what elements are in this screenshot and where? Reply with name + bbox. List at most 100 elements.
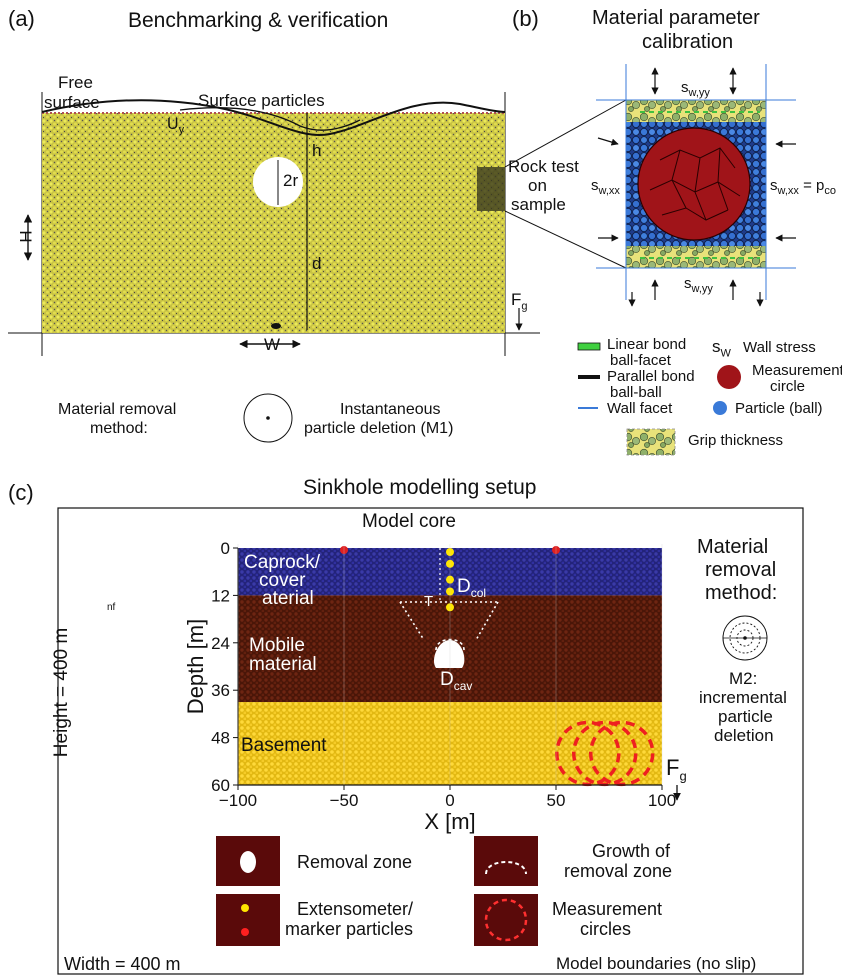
collapse-cone-lines [399, 601, 499, 641]
fg-label-a: Fg [511, 290, 528, 313]
model-core-label: Model core [362, 511, 456, 532]
dcav-label: Dcav [440, 669, 473, 693]
h-label: h [312, 141, 322, 160]
legend-growth-label-2: removal zone [564, 861, 673, 881]
y-tick-label-2: 12 [211, 586, 230, 605]
legend-measurement-1: Measurement [752, 362, 842, 379]
sxx-left-label: sw,xx [591, 177, 620, 197]
granular-domain-a [42, 113, 505, 333]
free-surface-label-1: Free [58, 73, 93, 92]
m2-method-label-2: incremental [699, 688, 787, 707]
t-label: T [424, 593, 434, 610]
bottom-marker-particle [271, 323, 281, 329]
x-tick-label-5: 100 [648, 791, 676, 810]
legend-parallel-bond-2: ball-ball [610, 384, 662, 401]
stress-arrow-left-1 [597, 137, 619, 146]
rock-sample-box [477, 167, 505, 211]
model-boundaries-label: Model boundaries (no slip) [556, 954, 757, 973]
mobile-label-2: material [249, 654, 317, 675]
legend-wall-stress-symbol: sW [712, 337, 731, 360]
caprock-label-1: Caprock/ [244, 552, 321, 573]
rock-test-label-2: on [528, 176, 547, 195]
x-axis-label: X [m] [424, 809, 475, 834]
y-tick-label-1: 0 [221, 539, 230, 558]
surface-particles-label: Surface particles [198, 91, 325, 110]
mobile-label-1: Mobile [249, 635, 305, 656]
fg-label-c: Fg [666, 755, 687, 784]
x-tick-label-2: −50 [330, 791, 359, 810]
m2-method-icon [722, 615, 768, 661]
m1-method-icon [243, 393, 293, 443]
zoom-line-bottom [504, 210, 627, 269]
m2-method-label-1: M2: [729, 669, 758, 688]
legend-wall-facet: Wall facet [607, 400, 673, 417]
legend-parallel-bond-symbol [578, 375, 600, 379]
m1-center-dot [266, 416, 270, 420]
model-width-label: Width = 400 m [64, 954, 181, 974]
model-height-label: Height = 400 m [51, 627, 73, 758]
y-tick-label-5: 48 [211, 729, 230, 748]
y-tick-label-6: 60 [211, 776, 230, 795]
legend-grip: Grip thickness [688, 432, 784, 449]
x-tick-label-1: −100 [219, 791, 257, 810]
legend-grip-symbol [626, 428, 676, 456]
y-tick-label-4: 36 [211, 681, 230, 700]
legend-parallel-bond-1: Parallel bond [607, 368, 695, 385]
panel-b-title-1: Material parameter [592, 7, 760, 29]
caprock-label-2: cover [259, 570, 306, 591]
m2-removal-label-1: Material [697, 536, 769, 558]
legend-measurement-2: circle [770, 378, 806, 395]
legend-measurement-box [474, 894, 538, 946]
panel-a-title: Benchmarking & verification [128, 9, 389, 32]
m2-method-label-4: deletion [714, 726, 774, 745]
panel-b-label: (b) [512, 6, 539, 31]
dcol-label: Dcol [457, 576, 487, 600]
m2-removal-label-2: removal [705, 559, 777, 581]
nf-label: nf [107, 602, 116, 613]
chart-axes: −100 −50 0 50 100 0 12 24 36 48 60 X [m] Depth [m] [183, 539, 676, 834]
free-surface-label-2: surface [44, 93, 100, 112]
legend-linear-bond-symbol [577, 342, 601, 351]
legend-growth-box [474, 836, 538, 886]
sxx-right-label: sw,xx = pco [770, 177, 836, 197]
m2-method-label-3: particle [718, 707, 773, 726]
legend-wall-stress: Wall stress [743, 339, 816, 356]
panel-a-graphics [8, 92, 627, 443]
legend-growth-label-1: Growth of [592, 841, 671, 861]
legend-measurement-label-1: Measurement [552, 899, 663, 919]
panel-b-graphics [577, 64, 796, 456]
legend-linear-bond-2: ball-facet [610, 352, 671, 369]
legend-measurement-symbol [717, 365, 741, 389]
panel-a-label: (a) [8, 6, 35, 31]
caprock-label-3: aterial [262, 588, 314, 609]
chart-overlays [399, 548, 499, 668]
legend-extensometer-dot [241, 904, 249, 912]
panel-c-title: Sinkhole modelling setup [303, 476, 537, 499]
d-label: d [312, 254, 322, 273]
measurement-circle-b [637, 127, 751, 241]
legend-particle: Particle (ball) [735, 400, 823, 417]
y-axis-label: Depth [m] [183, 619, 208, 714]
legend-linear-bond-1: Linear bond [607, 336, 687, 353]
panel-c-graphics: −100 −50 0 50 100 0 12 24 36 48 60 X [m] Depth [m] [57, 507, 804, 975]
legend-extensometer-box [216, 894, 280, 946]
removal-zone-shape [433, 640, 465, 668]
panel-b-title-2: calibration [642, 31, 734, 53]
x-tick-label-4: 50 [547, 791, 566, 810]
rock-test-label-3: sample [511, 195, 566, 214]
basement-label: Basement [241, 735, 327, 756]
height-label-a: H [16, 230, 36, 243]
x-tick-label-3: 0 [445, 791, 454, 810]
m1-method-label-2: particle deletion (M1) [304, 420, 454, 437]
zoom-line-top [504, 99, 627, 168]
model-boundary-box [57, 507, 804, 975]
syy-top-label: sw,yy [681, 79, 710, 99]
uy-label: Uy [167, 116, 185, 137]
y-tick-label-3: 24 [211, 634, 230, 653]
legend-extensometer-label-2: marker particles [285, 919, 414, 939]
legend-marker-dot [241, 928, 249, 936]
rock-test-label-1: Rock test [508, 157, 579, 176]
width-label-a: W [264, 335, 281, 354]
panel-c-label: (c) [8, 480, 34, 505]
